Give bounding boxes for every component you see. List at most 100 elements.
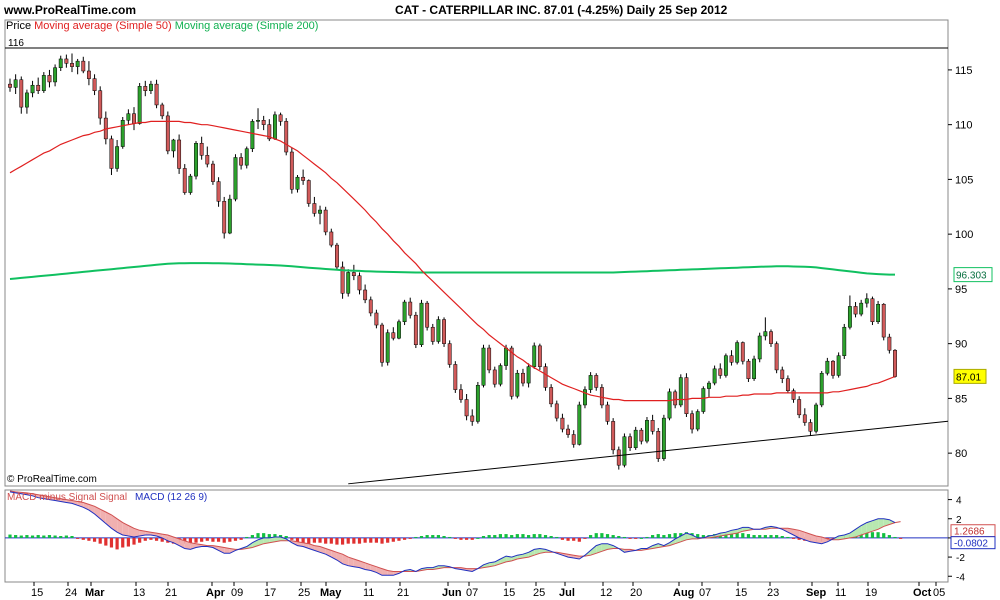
candle-up: [53, 67, 58, 83]
macd-hist-up: [70, 536, 74, 538]
candle-up: [735, 342, 740, 363]
macd-hist-up: [510, 535, 514, 538]
candle-down: [70, 63, 74, 67]
candle-down: [893, 349, 897, 377]
candle-up: [532, 345, 537, 367]
macd-hist-down: [138, 537, 142, 543]
macd-hist-down: [98, 537, 102, 544]
macd-hist-down: [149, 537, 153, 540]
macd-hist-down: [188, 537, 192, 545]
site-name[interactable]: www.ProRealTime.com: [4, 3, 137, 17]
candle-up: [402, 301, 407, 323]
macd-hist-up: [504, 534, 508, 538]
macd-hist-up: [651, 535, 655, 538]
macd-hist-down: [132, 537, 136, 545]
macd-hist-down: [408, 537, 412, 539]
legend-price: Price: [6, 20, 32, 32]
macd-fill: [128, 525, 135, 537]
macd-hist-down: [200, 537, 204, 542]
macd-hist-down: [143, 537, 147, 541]
ma50-line: [9, 120, 896, 402]
macd-hist-down: [572, 537, 576, 541]
candle-down: [340, 266, 345, 294]
x-tick-label: Mar: [85, 587, 105, 599]
macd-hist-down: [464, 537, 469, 540]
macd-fill: [506, 556, 512, 562]
candle-down: [289, 151, 294, 190]
macd-hist-up: [543, 535, 548, 538]
candle-up: [346, 272, 351, 294]
top-left-value: 116: [8, 38, 24, 49]
candle-down: [470, 415, 475, 422]
candle-down: [329, 231, 334, 246]
macd-hist-down: [194, 537, 198, 543]
macd-hist-up: [555, 536, 559, 538]
y-tick-label: 90: [955, 339, 967, 351]
x-tick-label: May: [320, 587, 342, 599]
candle-down: [554, 403, 559, 419]
macd-hist-up: [893, 536, 897, 538]
macd-hist-up: [481, 536, 486, 538]
macd-hist-down: [583, 537, 587, 539]
candle-up: [864, 298, 869, 304]
candle-down: [261, 120, 266, 125]
x-tick-label: 12: [600, 587, 612, 599]
candle-down: [368, 299, 373, 314]
candle-down: [86, 70, 91, 79]
macd-hist-up: [425, 535, 429, 538]
candle-up: [633, 429, 638, 448]
x-tick-label: 15: [31, 587, 43, 599]
macd-hist-up: [431, 535, 435, 538]
candle-down: [323, 209, 328, 233]
macd-fill: [88, 504, 95, 514]
candle-down: [363, 289, 368, 301]
candle-up: [475, 385, 480, 422]
candle-up: [661, 417, 666, 459]
macd-hist-down: [318, 537, 322, 543]
x-tick-label: 25: [533, 587, 545, 599]
candle-up: [115, 146, 120, 169]
macd-fill: [94, 506, 101, 519]
y-tick-label: 80: [955, 448, 967, 460]
macd-hist-down: [126, 537, 130, 547]
macd-hist-up: [498, 534, 503, 538]
candle-down: [177, 139, 182, 169]
macd-hist-up: [59, 536, 63, 538]
macd-hist-down: [211, 537, 215, 542]
candle-down: [335, 244, 339, 268]
candle-up: [825, 360, 830, 374]
candle-up: [75, 60, 80, 67]
x-tick-label: 11: [835, 587, 846, 599]
candle-up: [836, 355, 841, 376]
candle-down: [560, 417, 565, 430]
macd-fill: [162, 534, 168, 541]
macd-line: [9, 491, 896, 576]
macd-hist-up: [256, 533, 260, 538]
candle-up: [13, 79, 18, 88]
x-tick-label: Oct: [913, 587, 932, 599]
macd-hist-up: [611, 535, 615, 538]
macd-hist-down: [402, 537, 407, 540]
ma200-value: 96.303: [956, 271, 987, 282]
macd-hist-up: [746, 534, 751, 538]
macd-hist-up: [538, 534, 542, 538]
macd-hist-up: [617, 536, 621, 538]
macd-hist-up: [752, 535, 756, 538]
macd-legend-macd: MACD (12 26 9): [135, 492, 207, 503]
candle-down: [222, 201, 227, 234]
macd-hist-down: [797, 537, 801, 540]
candle-up: [295, 176, 300, 190]
macd-hist-down: [634, 537, 638, 539]
macd-hist-down: [216, 537, 221, 542]
macd-hist-down: [205, 537, 209, 541]
macd-hist-up: [273, 534, 277, 538]
candle-down: [374, 312, 379, 326]
x-tick-label: 09: [231, 587, 243, 599]
copyright-text: © ProRealTime.com: [7, 474, 97, 485]
macd-panel-frame: [4, 489, 949, 583]
macd-hist-up: [786, 536, 790, 538]
candle-down: [459, 389, 463, 400]
y-tick-label: 115: [955, 65, 973, 77]
candle-down: [774, 343, 779, 371]
